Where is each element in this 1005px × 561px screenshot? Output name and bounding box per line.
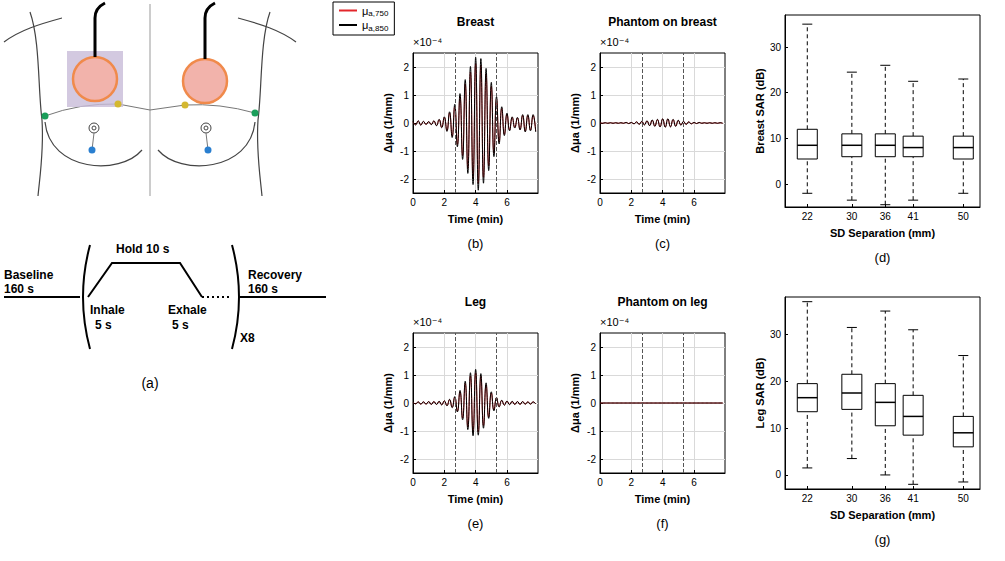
svg-text:4: 4 bbox=[660, 477, 666, 488]
svg-text:5 s: 5 s bbox=[95, 318, 112, 332]
svg-text:SD Separation (mm): SD Separation (mm) bbox=[830, 509, 935, 521]
svg-text:Leg: Leg bbox=[465, 295, 486, 309]
svg-text:X8: X8 bbox=[240, 331, 255, 345]
svg-text:0: 0 bbox=[775, 179, 781, 190]
svg-text:36: 36 bbox=[880, 493, 892, 504]
svg-text:6: 6 bbox=[691, 197, 697, 208]
svg-text:×10⁻⁴: ×10⁻⁴ bbox=[413, 36, 442, 48]
svg-text:4: 4 bbox=[473, 197, 479, 208]
svg-text:-2: -2 bbox=[587, 454, 596, 465]
svg-text:41: 41 bbox=[908, 211, 920, 222]
svg-text:2: 2 bbox=[629, 197, 635, 208]
svg-text:20: 20 bbox=[770, 87, 782, 98]
svg-text:30: 30 bbox=[846, 211, 858, 222]
svg-text:22: 22 bbox=[802, 211, 814, 222]
svg-text:-2: -2 bbox=[400, 174, 409, 185]
svg-text:Breast: Breast bbox=[457, 15, 494, 29]
svg-text:Recovery: Recovery bbox=[248, 268, 302, 282]
svg-text:10: 10 bbox=[770, 133, 782, 144]
svg-text:50: 50 bbox=[958, 211, 970, 222]
svg-text:0: 0 bbox=[590, 398, 596, 409]
svg-text:Time (min): Time (min) bbox=[635, 213, 691, 225]
svg-text:2: 2 bbox=[442, 477, 448, 488]
svg-text:2: 2 bbox=[403, 342, 409, 353]
svg-text:30: 30 bbox=[770, 42, 782, 53]
svg-text:Δμa (1/mm): Δμa (1/mm) bbox=[382, 93, 394, 153]
svg-text:-2: -2 bbox=[400, 454, 409, 465]
svg-text:(a): (a) bbox=[141, 375, 158, 391]
svg-text:1: 1 bbox=[590, 370, 596, 381]
svg-text:a,850: a,850 bbox=[368, 24, 389, 33]
svg-text:0: 0 bbox=[403, 398, 409, 409]
svg-text:4: 4 bbox=[473, 477, 479, 488]
svg-text:22: 22 bbox=[802, 493, 814, 504]
svg-text:4: 4 bbox=[660, 197, 666, 208]
svg-text:0: 0 bbox=[597, 477, 603, 488]
svg-text:0: 0 bbox=[597, 197, 603, 208]
svg-text:×10⁻⁴: ×10⁻⁴ bbox=[600, 316, 629, 328]
svg-text:2: 2 bbox=[629, 477, 635, 488]
svg-text:-2: -2 bbox=[587, 174, 596, 185]
svg-text:(d): (d) bbox=[875, 250, 891, 265]
svg-text:Exhale: Exhale bbox=[168, 303, 207, 317]
svg-text:Breast SAR (dB): Breast SAR (dB) bbox=[754, 68, 766, 154]
svg-text:SD Separation (mm): SD Separation (mm) bbox=[830, 227, 935, 239]
svg-text:Δμa (1/mm): Δμa (1/mm) bbox=[569, 93, 581, 153]
svg-text:-1: -1 bbox=[400, 426, 409, 437]
svg-text:2: 2 bbox=[403, 62, 409, 73]
svg-text:Time (min): Time (min) bbox=[448, 493, 504, 505]
svg-text:Δμa (1/mm): Δμa (1/mm) bbox=[569, 373, 581, 433]
svg-text:0: 0 bbox=[775, 469, 781, 480]
svg-text:30: 30 bbox=[770, 329, 782, 340]
svg-text:6: 6 bbox=[691, 477, 697, 488]
svg-text:0: 0 bbox=[403, 118, 409, 129]
svg-text:1: 1 bbox=[403, 370, 409, 381]
svg-text:Leg SAR (dB): Leg SAR (dB) bbox=[754, 357, 766, 428]
svg-text:Phantom on breast: Phantom on breast bbox=[608, 15, 717, 29]
svg-text:(g): (g) bbox=[875, 532, 891, 547]
svg-text:5 s: 5 s bbox=[172, 318, 189, 332]
svg-text:36: 36 bbox=[880, 211, 892, 222]
svg-text:Time (min): Time (min) bbox=[448, 213, 504, 225]
svg-text:20: 20 bbox=[770, 376, 782, 387]
svg-text:a,750: a,750 bbox=[368, 9, 389, 18]
svg-text:0: 0 bbox=[410, 197, 416, 208]
svg-text:-1: -1 bbox=[400, 146, 409, 157]
svg-text:(f): (f) bbox=[656, 516, 668, 531]
svg-text:160 s: 160 s bbox=[248, 282, 278, 296]
svg-text:Inhale: Inhale bbox=[90, 303, 125, 317]
svg-text:Hold 10 s: Hold 10 s bbox=[116, 242, 170, 256]
svg-text:-1: -1 bbox=[587, 146, 596, 157]
svg-text:41: 41 bbox=[908, 493, 920, 504]
svg-text:6: 6 bbox=[504, 197, 510, 208]
svg-text:10: 10 bbox=[770, 423, 782, 434]
svg-text:30: 30 bbox=[846, 493, 858, 504]
svg-text:Phantom on leg: Phantom on leg bbox=[618, 295, 708, 309]
svg-text:50: 50 bbox=[958, 493, 970, 504]
svg-text:Time (min): Time (min) bbox=[635, 493, 691, 505]
svg-text:2: 2 bbox=[590, 62, 596, 73]
svg-text:×10⁻⁴: ×10⁻⁴ bbox=[413, 316, 442, 328]
svg-text:160 s: 160 s bbox=[4, 282, 34, 296]
svg-text:0: 0 bbox=[410, 477, 416, 488]
svg-text:μ: μ bbox=[362, 4, 369, 17]
svg-text:2: 2 bbox=[590, 342, 596, 353]
svg-text:Δμa (1/mm): Δμa (1/mm) bbox=[382, 373, 394, 433]
svg-text:(c): (c) bbox=[655, 236, 670, 251]
svg-text:1: 1 bbox=[590, 90, 596, 101]
svg-text:6: 6 bbox=[504, 477, 510, 488]
svg-text:μ: μ bbox=[362, 19, 369, 31]
svg-text:×10⁻⁴: ×10⁻⁴ bbox=[600, 36, 629, 48]
svg-text:-1: -1 bbox=[587, 426, 596, 437]
svg-text:0: 0 bbox=[590, 118, 596, 129]
svg-text:2: 2 bbox=[442, 197, 448, 208]
svg-text:(e): (e) bbox=[468, 516, 484, 531]
svg-text:1: 1 bbox=[403, 90, 409, 101]
svg-text:Baseline: Baseline bbox=[4, 268, 54, 282]
svg-text:(b): (b) bbox=[468, 236, 484, 251]
